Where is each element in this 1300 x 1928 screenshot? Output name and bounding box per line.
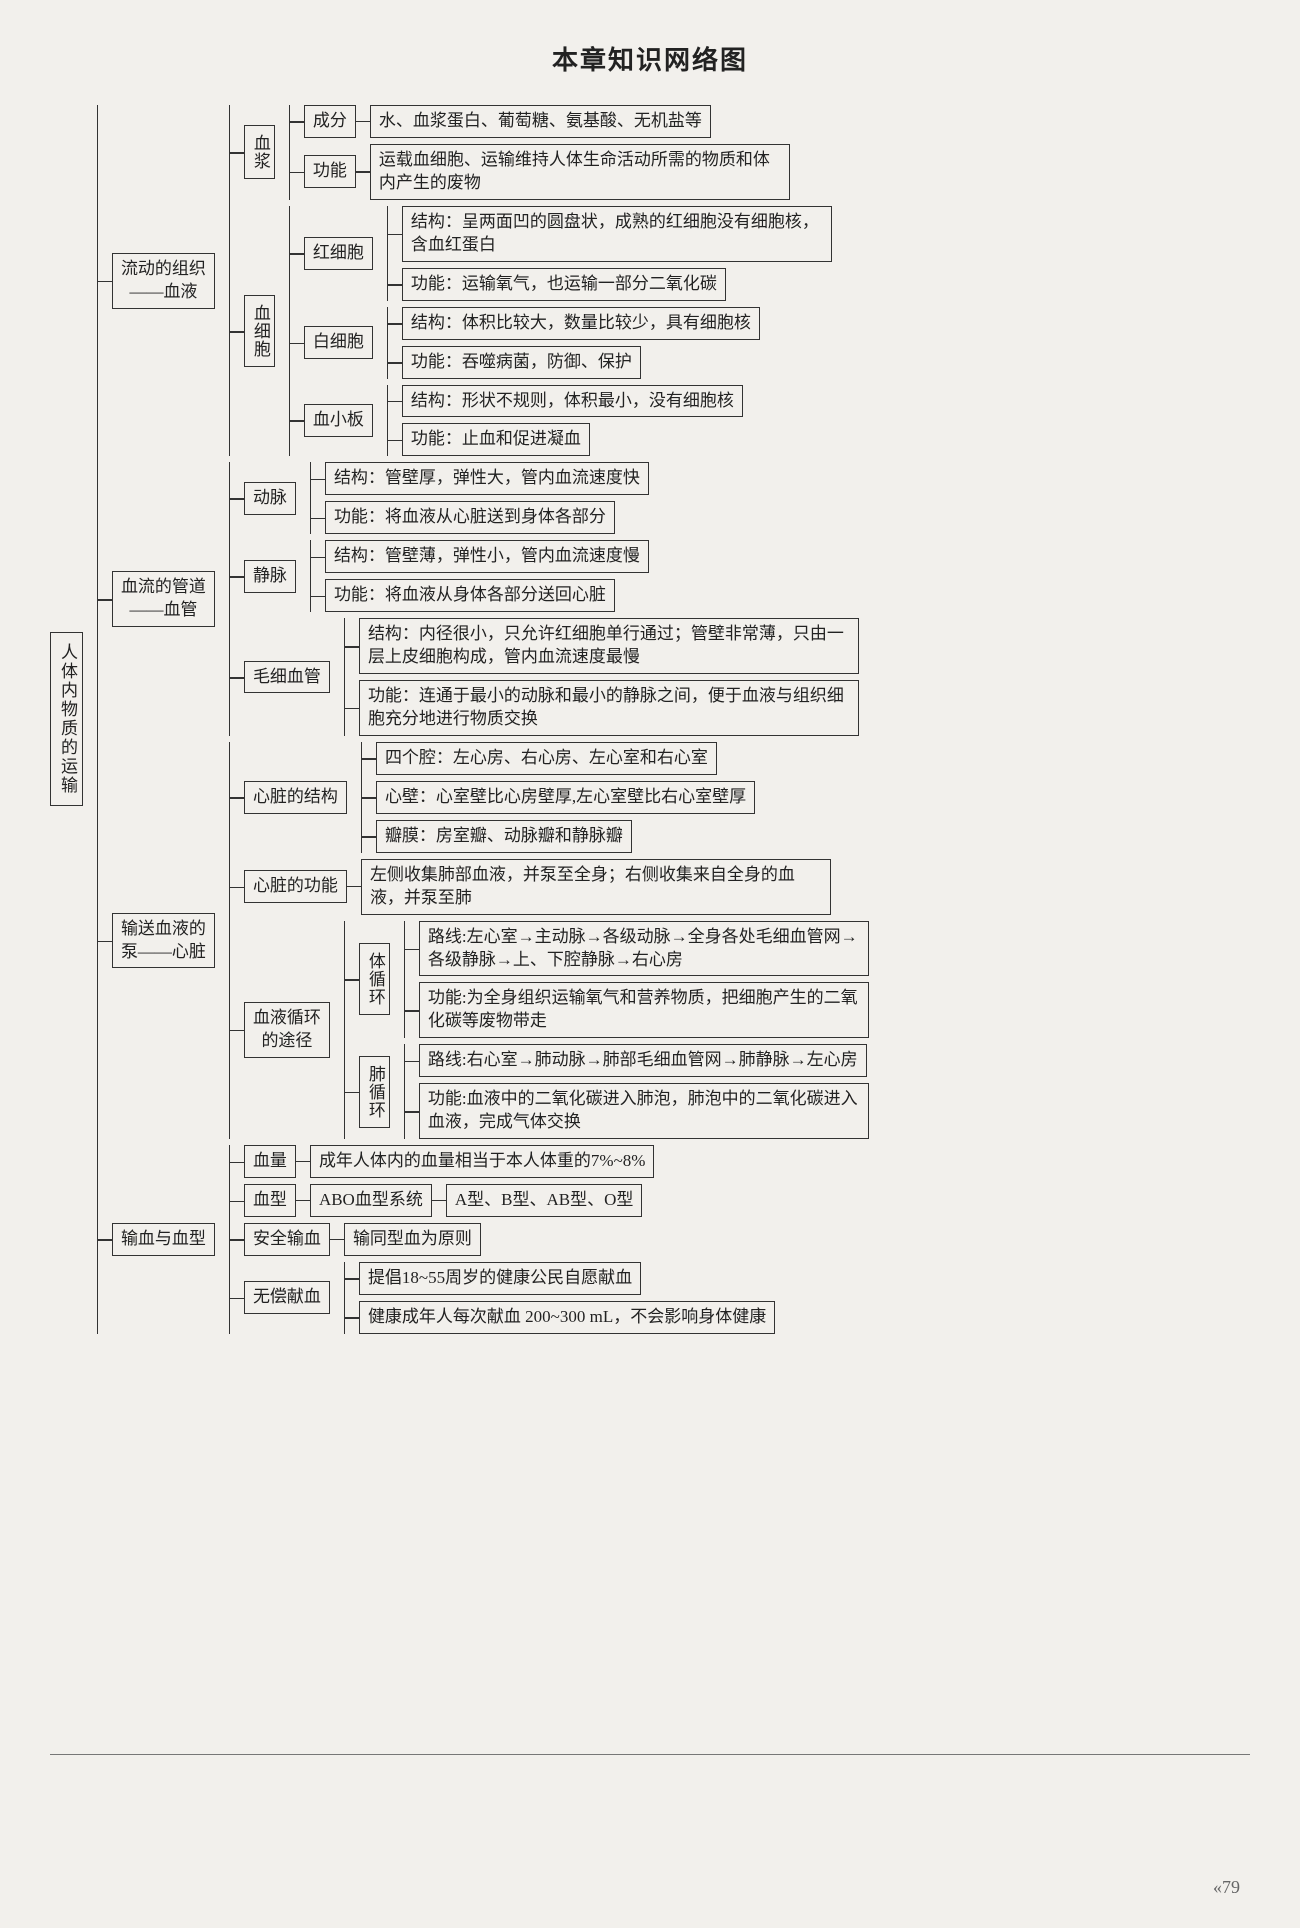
- cells-label: 血细胞: [244, 295, 275, 367]
- heart-func-v: 左侧收集肺部血液，并泵至全身；右侧收集来自全身的血液，并泵至肺: [361, 859, 831, 915]
- heart-c3: 瓣膜：房室瓣、动脉瓣和静脉瓣: [376, 820, 632, 853]
- donate-k: 无偿献血: [244, 1281, 330, 1314]
- cap-s: 结构：内径很小，只允许红细胞单行通过；管壁非常薄，只由一层上皮细胞构成，管内血流…: [359, 618, 859, 674]
- root-node: 人体内物质的运输: [50, 632, 83, 806]
- heart-c2: 心壁：心室壁比心房壁厚,左心室壁比右心室壁厚: [376, 781, 755, 814]
- artery-s: 结构：管壁厚，弹性大，管内血流速度快: [325, 462, 649, 495]
- wbc-s: 结构：体积比较大，数量比较少，具有细胞核: [402, 307, 760, 340]
- pul-r: 路线:右心室→肺动脉→肺部毛细血管网→肺静脉→左心房: [419, 1044, 867, 1077]
- cap-f: 功能：连通于最小的动脉和最小的静脉之间，便于血液与组织细胞充分地进行物质交换: [359, 680, 859, 736]
- page-number: «79: [1213, 1877, 1240, 1898]
- blood-label: 流动的组织 ——血液: [112, 253, 215, 309]
- donate-v1: 提倡18~55周岁的健康公民自愿献血: [359, 1262, 641, 1295]
- branch-heart: 输送血液的 泵——心脏 心脏的结构 四个腔：左心房、右心房、左心室和右心室 心壁…: [98, 742, 869, 1139]
- plt-k: 血小板: [304, 404, 373, 437]
- plasma-gongneng-v: 运载血细胞、运输维持人体生命活动所需的物质和体内产生的废物: [370, 144, 790, 200]
- rbc-f: 功能：运输氧气，也运输一部分二氧化碳: [402, 268, 726, 301]
- artery-f: 功能：将血液从心脏送到身体各部分: [325, 501, 615, 534]
- type-v: A型、B型、AB型、O型: [446, 1184, 643, 1217]
- rbc-s: 结构：呈两面凹的圆盘状，成熟的红细胞没有细胞核，含血红蛋白: [402, 206, 832, 262]
- wbc-k: 白细胞: [304, 326, 373, 359]
- vein-s: 结构：管壁薄，弹性小，管内血流速度慢: [325, 540, 649, 573]
- plt-f: 功能：止血和促进凝血: [402, 423, 590, 456]
- plasma-gongneng-k: 功能: [304, 155, 356, 188]
- branch-blood: 流动的组织 ——血液 血浆 成分 水、血浆蛋白、葡萄糖、氨基酸、无机盐等 功能: [98, 105, 869, 456]
- sys-k: 体循环: [359, 943, 390, 1015]
- rbc-k: 红细胞: [304, 237, 373, 270]
- wbc-f: 功能：吞噬病菌，防御、保护: [402, 346, 641, 379]
- pul-f: 功能:血液中的二氧化碳进入肺泡，肺泡中的二氧化碳进入血液，完成气体交换: [419, 1083, 869, 1139]
- chevron-icon: «: [1213, 1877, 1218, 1897]
- branch-vessel: 血流的管道 ——血管 动脉 结构：管壁厚，弹性大，管内血流速度快 功能：将血液从…: [98, 462, 869, 736]
- vein-k: 静脉: [244, 560, 296, 593]
- type-sys: ABO血型系统: [310, 1184, 432, 1217]
- artery-k: 动脉: [244, 482, 296, 515]
- plt-s: 结构：形状不规则，体积最小，没有细胞核: [402, 385, 743, 418]
- plasma-chengfen-k: 成分: [304, 105, 356, 138]
- plasma-chengfen-v: 水、血浆蛋白、葡萄糖、氨基酸、无机盐等: [370, 105, 711, 138]
- plasma-label: 血浆: [244, 125, 275, 179]
- heart-struct-k: 心脏的结构: [244, 781, 347, 814]
- type-k: 血型: [244, 1184, 296, 1217]
- root-children: 流动的组织 ——血液 血浆 成分 水、血浆蛋白、葡萄糖、氨基酸、无机盐等 功能: [97, 105, 869, 1334]
- volume-k: 血量: [244, 1145, 296, 1178]
- transfusion-label: 输血与血型: [112, 1223, 215, 1256]
- pul-k: 肺循环: [359, 1056, 390, 1128]
- cap-k: 毛细血管: [244, 661, 330, 694]
- page-title: 本章知识网络图: [50, 40, 1250, 77]
- safe-v: 输同型血为原则: [344, 1223, 481, 1256]
- safe-k: 安全输血: [244, 1223, 330, 1256]
- heart-label: 输送血液的 泵——心脏: [112, 913, 215, 969]
- vessel-label: 血流的管道 ——血管: [112, 571, 215, 627]
- knowledge-tree: 人体内物质的运输 流动的组织 ——血液 血浆 成分 水、血浆蛋白、葡萄糖、氨基酸…: [50, 105, 1250, 1334]
- circ-k: 血液循环 的途径: [244, 1002, 330, 1058]
- vein-f: 功能：将血液从身体各部分送回心脏: [325, 579, 615, 612]
- sys-r: 路线:左心室→主动脉→各级动脉→全身各处毛细血管网→各级静脉→上、下腔静脉→右心…: [419, 921, 869, 977]
- volume-v: 成年人体内的血量相当于本人体重的7%~8%: [310, 1145, 655, 1178]
- branch-transfusion: 输血与血型 血量 成年人体内的血量相当于本人体重的7%~8% 血型 ABO血型系…: [98, 1145, 869, 1334]
- donate-v2: 健康成年人每次献血 200~300 mL，不会影响身体健康: [359, 1301, 775, 1334]
- sys-f: 功能:为全身组织运输氧气和营养物质，把细胞产生的二氧化碳等废物带走: [419, 982, 869, 1038]
- heart-c1: 四个腔：左心房、右心房、左心室和右心室: [376, 742, 717, 775]
- heart-func-k: 心脏的功能: [244, 870, 347, 903]
- footer-divider: [50, 1754, 1250, 1755]
